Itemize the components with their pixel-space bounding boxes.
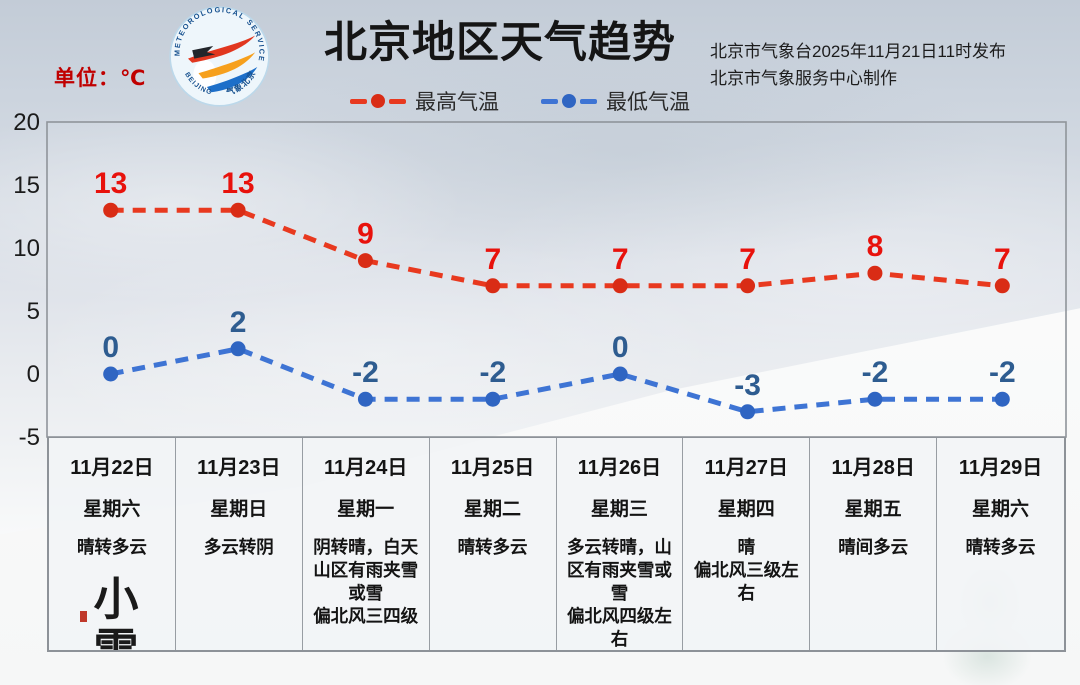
low-temp-point — [357, 391, 373, 407]
cell-date: 11月28日 — [831, 457, 915, 479]
logo-blue-swoosh — [206, 67, 258, 93]
low-temp-value-label: 0 — [612, 331, 629, 364]
cell-date: 11月25日 — [450, 457, 535, 479]
high-temp-value-label: 9 — [357, 218, 374, 251]
cell-weather: 晴间多云 — [838, 537, 909, 557]
forecast-day-cell: 11月27日 星期四 晴 偏北风三级左右 — [683, 438, 811, 650]
unit-label: 单位：℃ — [54, 67, 147, 90]
y-axis-tick-label: 0 — [27, 361, 40, 388]
forecast-day-cell: 11月25日 星期二 晴转多云 — [430, 438, 557, 650]
xiaoxue-calligraphy: 小雪 — [80, 563, 138, 650]
plot-border — [46, 121, 1067, 438]
logo-bird — [192, 46, 216, 59]
cell-weekday: 星期三 — [590, 499, 648, 520]
forecast-day-cell: 11月24日 星期一 阴转晴，白天山区有雨夹雪或雪 偏北风三四级 — [303, 438, 430, 650]
high-temp-value-label: 13 — [94, 167, 127, 200]
y-axis-tick-label: 15 — [13, 172, 40, 199]
low-temp-value-label: -3 — [734, 369, 761, 402]
forecast-day-cell: 11月26日 星期三 多云转晴，山区有雨夹雪或雪 偏北风四级左右 — [557, 438, 684, 650]
high-temp-point — [230, 202, 246, 218]
low-temp-point — [230, 341, 246, 357]
issue-line-1: 北京市气象台2025年11月21日11时发布 — [710, 42, 1007, 61]
cell-weekday: 星期一 — [337, 499, 395, 520]
cell-weather: 多云转晴，山区有雨夹雪或雪 — [566, 537, 672, 604]
low-temp-value-label: 2 — [230, 306, 247, 339]
cell-weather: 晴转多云 — [965, 537, 1036, 557]
high-temp-point — [740, 278, 756, 294]
cell-weekday: 星期六 — [972, 499, 1030, 520]
issue-info: 北京市气象台2025年11月21日11时发布 北京市气象服务中心制作 — [710, 38, 1006, 92]
y-axis-tick-label: -5 — [19, 424, 40, 451]
forecast-table: 11月22日 星期六 晴转多云 小雪 11月23日 星期日 多云转阴 11月24… — [47, 437, 1066, 652]
high-temp-value-label: 7 — [612, 243, 629, 276]
cell-weekday: 星期二 — [464, 499, 522, 520]
cell-date: 11月22日 — [70, 457, 154, 479]
chart-legend: 最高气温 最低气温 — [340, 86, 700, 116]
cell-date: 11月26日 — [577, 457, 662, 479]
high-temp-value-label: 8 — [867, 230, 884, 263]
low-temp-value-label: -2 — [862, 356, 889, 389]
high-temp-point — [867, 265, 883, 281]
cell-date: 11月29日 — [958, 457, 1043, 479]
high-temp-point — [485, 278, 501, 294]
low-temp-value-label: -2 — [989, 356, 1016, 389]
low-temp-point — [612, 366, 628, 382]
low-temp-line-marker-icon — [541, 94, 597, 108]
high-temp-point — [103, 202, 119, 218]
y-axis-tick-label: 5 — [27, 298, 40, 325]
high-temp-point — [612, 278, 628, 294]
low-temp-point — [740, 404, 756, 420]
legend-item-high-temp: 最高气温 — [350, 86, 499, 116]
seal-mark-icon — [80, 611, 88, 623]
cell-weekday: 星期五 — [844, 499, 902, 520]
logo-orange-swoosh — [198, 52, 256, 79]
legend-label-low: 最低气温 — [606, 91, 690, 114]
high-temp-value-label: 7 — [994, 243, 1011, 276]
high-temp-point — [357, 253, 373, 269]
high-temp-value-label: 7 — [484, 243, 501, 276]
page-title: 北京地区天气趋势 — [324, 19, 676, 67]
forecast-day-cell: 11月28日 星期五 晴间多云 — [810, 438, 938, 650]
forecast-day-cell: 11月23日 星期日 多云转阴 — [176, 438, 303, 650]
high-temp-line — [110, 207, 1003, 289]
high-temp-value-label: 13 — [221, 167, 254, 200]
y-axis-tick-label: 10 — [13, 235, 40, 262]
cell-wind: 偏北风三四级 — [313, 606, 419, 627]
cell-wind: 偏北风三级左右 — [693, 560, 799, 604]
low-temp-value-label: -2 — [479, 356, 506, 389]
cell-wind: 偏北风四级左右 — [566, 606, 672, 650]
cell-weather: 多云转阴 — [203, 537, 274, 557]
cell-weather: 晴转多云 — [76, 537, 147, 557]
high-temp-point — [994, 278, 1010, 294]
cell-date: 11月24日 — [323, 457, 408, 479]
cell-weather: 阴转晴，白天山区有雨夹雪或雪 — [313, 537, 419, 604]
low-temp-value-label: -2 — [352, 356, 379, 389]
cell-weather: 晴 — [737, 537, 756, 557]
cell-date: 11月23日 — [197, 457, 281, 479]
issue-line-2: 北京市气象服务中心制作 — [710, 69, 897, 88]
y-axis-tick-label: 20 — [13, 109, 40, 136]
low-temp-point — [867, 391, 883, 407]
meteorological-service-logo: METEOROLOGICAL SERVICE BEIJING 气象北京 — [169, 5, 270, 107]
forecast-day-cell: 11月29日 星期六 晴转多云 — [937, 438, 1064, 650]
low-temp-point — [485, 391, 501, 407]
low-temp-point — [994, 391, 1010, 407]
cell-weekday: 星期四 — [717, 499, 775, 520]
high-temp-line-marker-icon — [350, 94, 406, 108]
cell-weekday: 星期日 — [210, 499, 268, 520]
cell-weekday: 星期六 — [83, 499, 141, 520]
low-temp-point — [103, 366, 119, 382]
legend-item-low-temp: 最低气温 — [541, 86, 690, 116]
cell-weather: 晴转多云 — [457, 537, 528, 557]
low-temp-value-label: 0 — [102, 331, 119, 364]
forecast-day-cell: 11月22日 星期六 晴转多云 小雪 — [49, 438, 176, 650]
cell-date: 11月27日 — [704, 457, 788, 479]
high-temp-value-label: 7 — [739, 243, 756, 276]
low-temp-line — [110, 346, 1003, 415]
legend-label-high: 最高气温 — [415, 91, 499, 114]
